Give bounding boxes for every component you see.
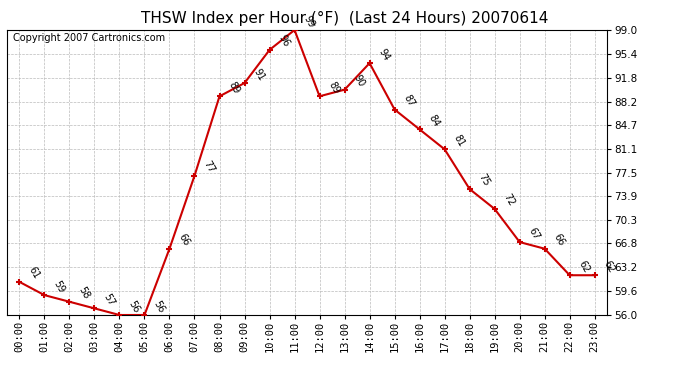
Text: 67: 67: [526, 226, 542, 242]
Text: 58: 58: [77, 285, 91, 301]
Text: 66: 66: [177, 232, 191, 248]
Text: 99: 99: [302, 13, 316, 29]
Text: 84: 84: [426, 113, 442, 129]
Text: 66: 66: [551, 232, 566, 248]
Text: 89: 89: [226, 80, 242, 96]
Text: 61: 61: [26, 266, 41, 281]
Text: 81: 81: [451, 133, 466, 148]
Text: Copyright 2007 Cartronics.com: Copyright 2007 Cartronics.com: [13, 33, 165, 43]
Text: 62: 62: [602, 259, 616, 274]
Text: 57: 57: [101, 292, 117, 308]
Text: 62: 62: [577, 259, 591, 274]
Text: 87: 87: [402, 93, 416, 109]
Text: THSW Index per Hour (°F)  (Last 24 Hours) 20070614: THSW Index per Hour (°F) (Last 24 Hours)…: [141, 11, 549, 26]
Text: 56: 56: [151, 298, 166, 314]
Text: 75: 75: [477, 172, 491, 188]
Text: 77: 77: [201, 159, 217, 175]
Text: 56: 56: [126, 298, 141, 314]
Text: 94: 94: [377, 47, 391, 62]
Text: 59: 59: [51, 279, 66, 294]
Text: 96: 96: [277, 33, 291, 49]
Text: 89: 89: [326, 80, 342, 96]
Text: 90: 90: [351, 73, 366, 89]
Text: 91: 91: [251, 67, 266, 82]
Text: 72: 72: [502, 192, 517, 208]
